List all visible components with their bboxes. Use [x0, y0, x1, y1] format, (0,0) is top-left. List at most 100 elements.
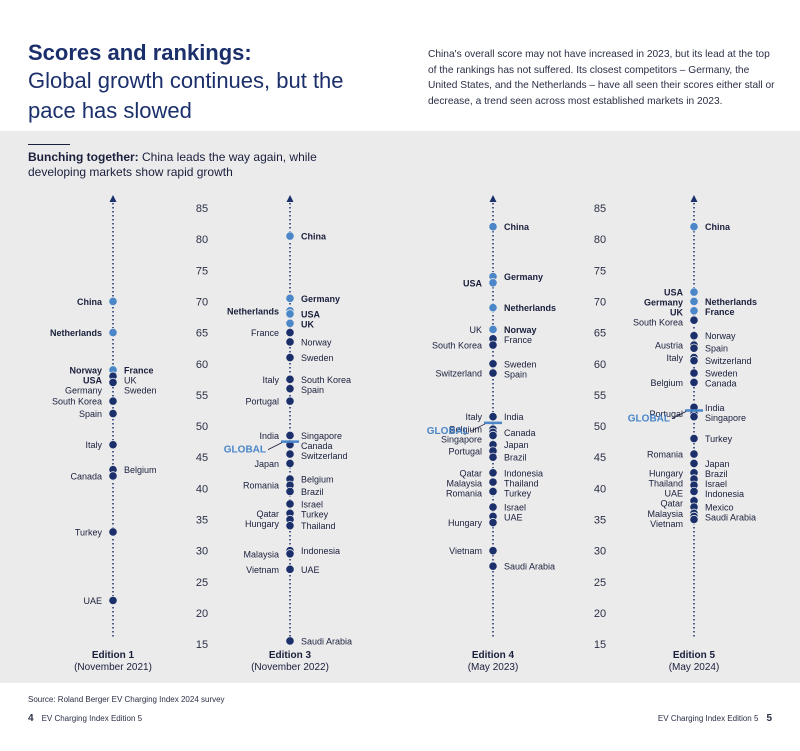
data-point-turkey [488, 486, 498, 497]
point-label-switzerland: Switzerland [705, 356, 752, 366]
point-label-canada: Canada [301, 441, 333, 451]
point-label-italy: Italy [666, 353, 683, 363]
edition-name: Edition 3 [269, 650, 312, 661]
data-point-china [285, 231, 295, 241]
footer-left: 4 EV Charging Index Edition 5 [28, 713, 142, 724]
data-point-norway [488, 324, 498, 335]
y-tick-label: 20 [196, 608, 208, 620]
global-label: GLOBAL [224, 445, 266, 456]
point-label-thailand: Thailand [504, 478, 539, 488]
point-label-qatar: Qatar [459, 468, 482, 478]
point-label-switzerland: Switzerland [435, 369, 482, 379]
data-point-israel [488, 502, 498, 512]
data-point-turkey [689, 433, 699, 444]
point-label-germany: Germany [504, 272, 543, 282]
point-label-uae: UAE [83, 596, 102, 606]
point-label-china: China [705, 222, 731, 232]
data-point-saudi-arabia [285, 636, 295, 646]
y-tick-label: 40 [594, 483, 606, 495]
point-label-belgium: Belgium [650, 378, 683, 388]
point-label-netherlands: Netherlands [705, 297, 757, 307]
point-label-malaysia: Malaysia [647, 509, 683, 519]
point-label-canada: Canada [705, 379, 737, 389]
point-label-israel: Israel [504, 503, 526, 513]
data-point-hungary [488, 518, 498, 528]
y-tick-label: 65 [196, 328, 208, 340]
data-point-france [285, 328, 295, 338]
data-point-norway [689, 331, 699, 341]
data-point-thailand [488, 477, 498, 487]
data-point-usa [285, 309, 295, 319]
point-label-brazil: Brazil [705, 469, 728, 479]
point-label-uae: UAE [664, 488, 683, 498]
data-point-singapore [285, 430, 295, 440]
point-label-belgium: Belgium [301, 475, 334, 485]
point-label-usa: USA [83, 375, 103, 385]
axis-arrow-icon [489, 195, 497, 202]
axis-arrow-icon [690, 195, 698, 202]
data-point-japan [689, 458, 699, 469]
data-point-uae [108, 595, 118, 606]
footer-left-text: EV Charging Index Edition 5 [41, 714, 143, 723]
edition-name: Edition 4 [472, 650, 515, 661]
point-label-south-korea: South Korea [301, 375, 351, 385]
data-point-turkey [108, 527, 118, 537]
point-label-singapore: Singapore [705, 413, 746, 423]
data-point-spain [488, 368, 498, 378]
edition-date: (November 2021) [74, 662, 152, 673]
point-label-sweden: Sweden [705, 369, 738, 379]
data-point-spain [108, 408, 118, 419]
data-point-saudi-arabia [488, 561, 498, 571]
footer-right: EV Charging Index Edition 5 5 [658, 713, 772, 724]
point-label-turkey: Turkey [504, 488, 532, 498]
y-tick-label: 15 [594, 639, 606, 651]
point-label-malaysia: Malaysia [243, 549, 279, 559]
point-label-france: France [251, 328, 279, 338]
point-label-spain: Spain [301, 385, 324, 395]
point-label-romania: Romania [647, 450, 683, 460]
divider [28, 144, 70, 145]
data-point-france [689, 306, 699, 316]
point-label-usa: USA [301, 309, 321, 319]
point-label-singapore: Singapore [301, 431, 342, 441]
intro-paragraph: China's overall score may not have incre… [428, 49, 775, 107]
y-tick-label: 30 [196, 546, 208, 558]
point-label-sweden: Sweden [504, 359, 537, 369]
data-point-south-korea [108, 396, 118, 406]
data-point-switzerland [689, 356, 699, 366]
point-label-belgium: Belgium [124, 465, 157, 475]
y-tick-label: 35 [196, 515, 208, 527]
global-leader-line [470, 423, 486, 432]
y-tick-label: 50 [594, 421, 606, 433]
point-label-israel: Israel [301, 499, 323, 509]
point-label-sweden: Sweden [301, 353, 334, 363]
data-point-romania [689, 449, 699, 459]
point-label-indonesia: Indonesia [301, 546, 340, 556]
point-label-sweden: Sweden [124, 385, 157, 395]
point-label-romania: Romania [243, 481, 279, 491]
global-leader-line [267, 442, 283, 450]
point-label-uk: UK [124, 375, 137, 385]
point-label-china: China [77, 297, 103, 307]
y-tick-label: 55 [594, 390, 606, 402]
data-point-switzerland [285, 449, 295, 459]
y-tick-label: 70 [594, 296, 606, 308]
point-label-thailand: Thailand [648, 478, 683, 488]
chart-panel [0, 131, 800, 683]
point-label-italy: Italy [85, 440, 102, 450]
point-label-uk: UK [670, 308, 683, 318]
point-label-south-korea: South Korea [432, 341, 482, 351]
point-label-portugal: Portugal [649, 409, 683, 419]
data-point-south-korea [689, 315, 699, 325]
y-tick-label: 55 [196, 390, 208, 402]
point-label-south-korea: South Korea [633, 318, 683, 328]
y-tick-label: 85 [196, 203, 208, 215]
edition-date: (May 2023) [468, 662, 519, 673]
point-label-spain: Spain [705, 344, 728, 354]
point-label-germany: Germany [644, 298, 683, 308]
point-label-netherlands: Netherlands [227, 306, 279, 316]
data-point-japan [285, 458, 295, 469]
data-point-sweden [488, 359, 498, 369]
rankings-chart: 85 80 75 70 65 60 55 50 45 40 35 30 25 20 15 85 80 75 70 65… [50, 195, 757, 673]
edition-date: (May 2024) [669, 662, 720, 673]
